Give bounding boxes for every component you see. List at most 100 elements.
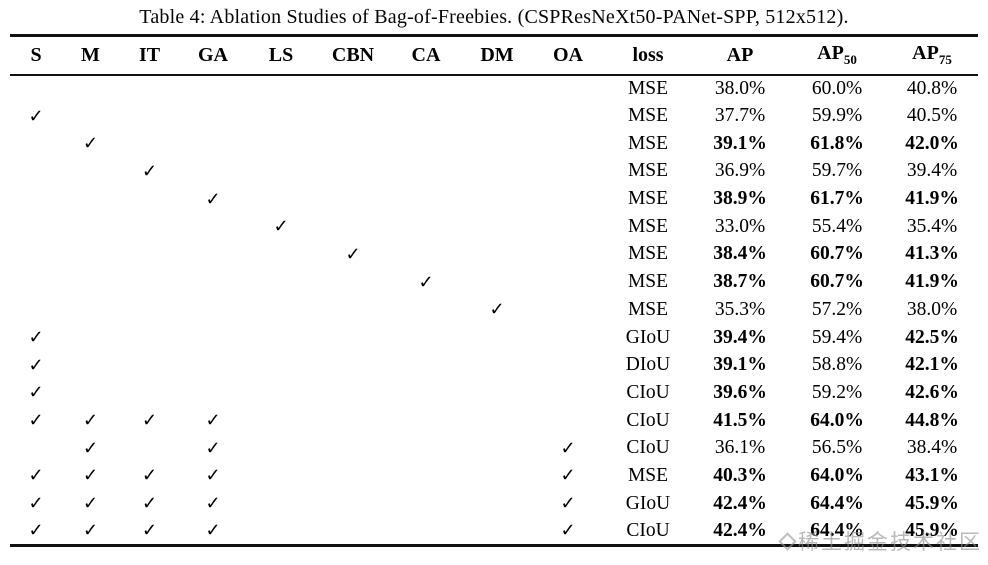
checkmark-icon: ✓ [28,520,44,541]
check-cell-s [10,241,62,269]
ap-cell: 38.9% [713,188,767,210]
checkmark-icon: ✓ [82,437,99,458]
check-cell-ls [246,185,316,213]
checkmark-icon: ✓ [560,493,576,514]
ap75-cell: 44.8% [905,409,959,431]
col-header-ga: GA [198,43,228,66]
check-cell-ga [180,213,246,241]
ap50-cell: 55.4% [811,215,863,237]
ap50-cell: 59.9% [811,105,863,127]
checkmark-icon: ✓ [141,520,158,541]
ap-cell: 33.0% [714,215,766,237]
loss-cell: MSE [627,215,669,237]
checkmark-icon: ✓ [560,437,576,458]
check-cell-s [10,296,62,324]
ablation-table: S M IT GA LS CBN CA DM OA loss AP AP50 A… [10,34,978,547]
check-cell-ls [246,462,316,490]
check-cell-m [62,379,119,407]
checkmark-icon: ✓ [205,493,221,514]
check-cell-ls [246,324,316,352]
ap50-cell: 57.2% [811,298,863,320]
col-header-s: S [30,43,42,66]
check-cell-cbn [316,462,390,490]
check-cell-m [62,213,119,241]
ap75-subscript: 75 [938,52,952,68]
ap75-cell: 41.9% [905,271,959,293]
loss-cell: MSE [627,243,669,265]
ap75-cell: 39.4% [906,160,958,182]
check-cell-ca [390,379,462,407]
ap75-cell: 45.9% [905,492,959,514]
check-cell-oa [532,158,604,186]
ap-cell: 35.3% [714,298,766,320]
check-cell-m [62,75,119,103]
ap50-cell: 60.7% [810,243,864,265]
checkmark-icon: ✓ [489,299,505,320]
check-cell-m [62,296,119,324]
checkmark-icon: ✓ [82,465,99,486]
check-cell-ca [390,241,462,269]
check-cell-cbn [316,490,390,518]
check-cell-ca [390,213,462,241]
ap-cell: 42.4% [713,519,767,541]
check-cell-ga [180,75,246,103]
check-cell-cbn [316,102,390,130]
check-cell-ga [180,379,246,407]
check-cell-ca [390,296,462,324]
loss-cell: MSE [627,132,669,154]
check-cell-cbn [316,213,390,241]
loss-cell: CIoU [626,519,670,541]
loss-cell: GIoU [625,492,671,514]
check-cell-ga [180,130,246,158]
ap50-cell: 58.8% [811,354,863,376]
check-cell-it [119,185,180,213]
check-cell-ca [390,407,462,435]
check-cell-ls [246,158,316,186]
check-cell-dm [462,75,532,103]
checkmark-icon: ✓ [273,216,289,237]
check-cell-it [119,241,180,269]
check-cell-ls [246,130,316,158]
check-cell-oa [532,130,604,158]
check-cell-cbn [316,379,390,407]
check-cell-ca [390,102,462,130]
check-cell-dm [462,185,532,213]
ap75-cell: 38.4% [906,437,958,459]
ap-cell: 39.1% [713,354,767,376]
check-cell-dm [462,462,532,490]
check-cell-s [10,268,62,296]
checkmark-icon: ✓ [205,188,221,209]
check-cell-cbn [316,407,390,435]
check-cell-oa [532,407,604,435]
check-cell-oa [532,296,604,324]
check-cell-oa [532,75,604,103]
checkmark-icon: ✓ [82,133,99,154]
table-row: ✓ ✓ ✓ ✓ CIoU 41.5% 64.0% 44.8% [10,407,978,435]
check-cell-ca [390,351,462,379]
check-cell-ls [246,351,316,379]
check-cell-ca [390,130,462,158]
check-cell-ca [390,518,462,546]
check-cell-cbn [316,296,390,324]
ap50-subscript: 50 [843,52,857,68]
ap50-cell: 64.4% [810,519,864,541]
table-row: ✓ ✓ ✓ ✓ ✓ MSE 40.3% 64.0% 43.1% [10,462,978,490]
loss-cell: CIoU [626,409,670,431]
check-cell-dm [462,407,532,435]
table-row: ✓ DIoU 39.1% 58.8% 42.1% [10,351,978,379]
check-cell-m [62,102,119,130]
check-cell-dm [462,158,532,186]
ap50-cell: 64.0% [810,409,864,431]
checkmark-icon: ✓ [28,382,44,403]
check-cell-dm [462,213,532,241]
ap-cell: 38.4% [713,243,767,265]
check-cell-ls [246,490,316,518]
check-cell-oa [532,351,604,379]
checkmark-icon: ✓ [345,243,361,264]
check-cell-m [62,185,119,213]
table-row: ✓ MSE 36.9% 59.7% 39.4% [10,158,978,186]
checkmark-icon: ✓ [141,465,158,486]
ap75-label: AP [912,42,939,65]
checkmark-icon: ✓ [28,410,44,431]
check-cell-dm [462,434,532,462]
